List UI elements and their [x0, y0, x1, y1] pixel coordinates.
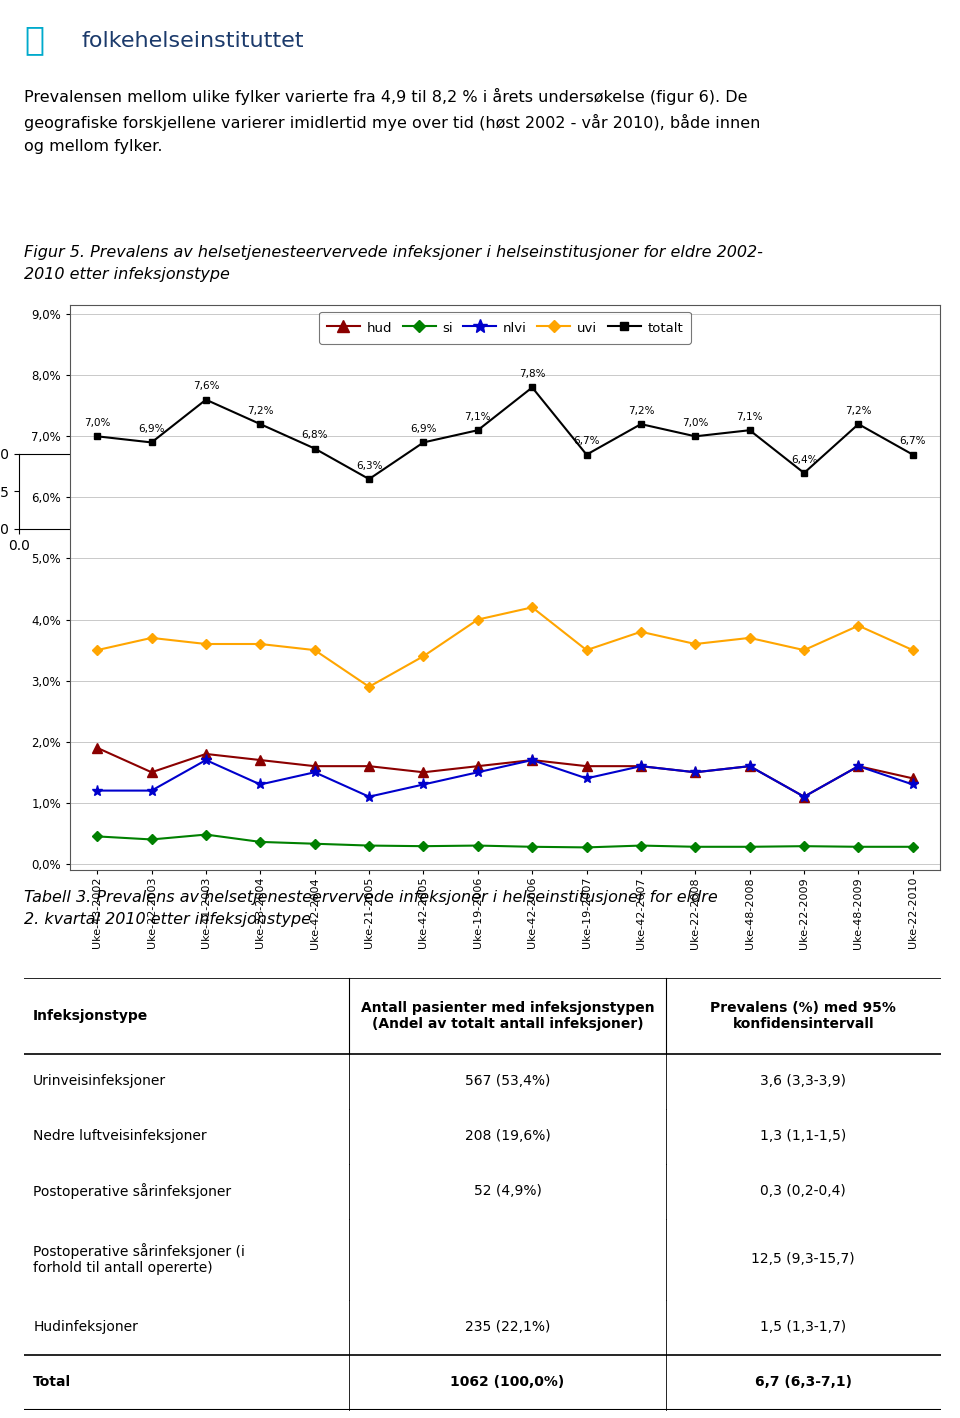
Text: 7,2%: 7,2% [628, 406, 654, 415]
Text: 7,2%: 7,2% [845, 406, 872, 415]
Text: 6,4%: 6,4% [791, 455, 817, 465]
Text: 52 (4,9%): 52 (4,9%) [473, 1184, 541, 1198]
Text: 0,3 (0,2-0,4): 0,3 (0,2-0,4) [760, 1184, 846, 1198]
Text: 7,1%: 7,1% [736, 411, 763, 423]
Text: 6,3%: 6,3% [356, 461, 382, 471]
Text: 7,6%: 7,6% [193, 381, 219, 391]
Text: 3,6 (3,3-3,9): 3,6 (3,3-3,9) [760, 1073, 847, 1088]
Text: 7,2%: 7,2% [247, 406, 274, 415]
Text: Postoperative sårinfeksjoner (i
forhold til antall opererte): Postoperative sårinfeksjoner (i forhold … [34, 1244, 245, 1275]
Text: 6,9%: 6,9% [138, 424, 165, 434]
Legend: hud, si, nlvi, uvi, totalt: hud, si, nlvi, uvi, totalt [319, 312, 691, 343]
Text: 567 (53,4%): 567 (53,4%) [465, 1073, 550, 1088]
Text: 1,3 (1,1-1,5): 1,3 (1,1-1,5) [760, 1129, 847, 1143]
Text: Tabell 3. Prevalens av helsetjenesteervervede infeksjoner i helseinstitusjoner f: Tabell 3. Prevalens av helsetjenesteerve… [24, 891, 718, 927]
Text: 6,7 (6,3-7,1): 6,7 (6,3-7,1) [755, 1375, 852, 1390]
Text: Nedre luftveisinfeksjoner: Nedre luftveisinfeksjoner [34, 1129, 206, 1143]
Text: Hudinfeksjoner: Hudinfeksjoner [34, 1320, 138, 1334]
Text: Total: Total [34, 1375, 71, 1390]
Text: 🏃: 🏃 [24, 23, 44, 57]
Text: 6,9%: 6,9% [410, 424, 437, 434]
Text: 7,1%: 7,1% [465, 411, 492, 423]
Text: 6,8%: 6,8% [301, 430, 328, 440]
Text: Figur 5. Prevalens av helsetjenesteervervede infeksjoner i helseinstitusjoner fo: Figur 5. Prevalens av helsetjenesteerver… [24, 245, 763, 282]
Text: Prevalensen mellom ulike fylker varierte fra 4,9 til 8,2 % i årets undersøkelse : Prevalensen mellom ulike fylker varierte… [24, 88, 760, 155]
Text: folkehelseinstituttet: folkehelseinstituttet [82, 31, 304, 51]
Text: Antall pasienter med infeksjonstypen
(Andel av totalt antall infeksjoner): Antall pasienter med infeksjonstypen (An… [361, 1001, 655, 1031]
Text: Prevalens (%) med 95%
konfidensintervall: Prevalens (%) med 95% konfidensintervall [710, 1001, 897, 1031]
Text: 6,7%: 6,7% [900, 437, 926, 447]
Text: 1,5 (1,3-1,7): 1,5 (1,3-1,7) [760, 1320, 847, 1334]
Text: 12,5 (9,3-15,7): 12,5 (9,3-15,7) [752, 1252, 855, 1266]
Text: 7,8%: 7,8% [519, 369, 545, 379]
Text: 6,7%: 6,7% [573, 437, 600, 447]
Text: 235 (22,1%): 235 (22,1%) [465, 1320, 550, 1334]
Text: Infeksjonstype: Infeksjonstype [34, 1008, 149, 1022]
Text: Urinveisinfeksjoner: Urinveisinfeksjoner [34, 1073, 166, 1088]
Text: 208 (19,6%): 208 (19,6%) [465, 1129, 550, 1143]
Text: Postoperative sårinfeksjoner: Postoperative sårinfeksjoner [34, 1183, 231, 1200]
Text: 1062 (100,0%): 1062 (100,0%) [450, 1375, 564, 1390]
Text: 7,0%: 7,0% [84, 418, 110, 428]
Text: 7,0%: 7,0% [683, 418, 708, 428]
